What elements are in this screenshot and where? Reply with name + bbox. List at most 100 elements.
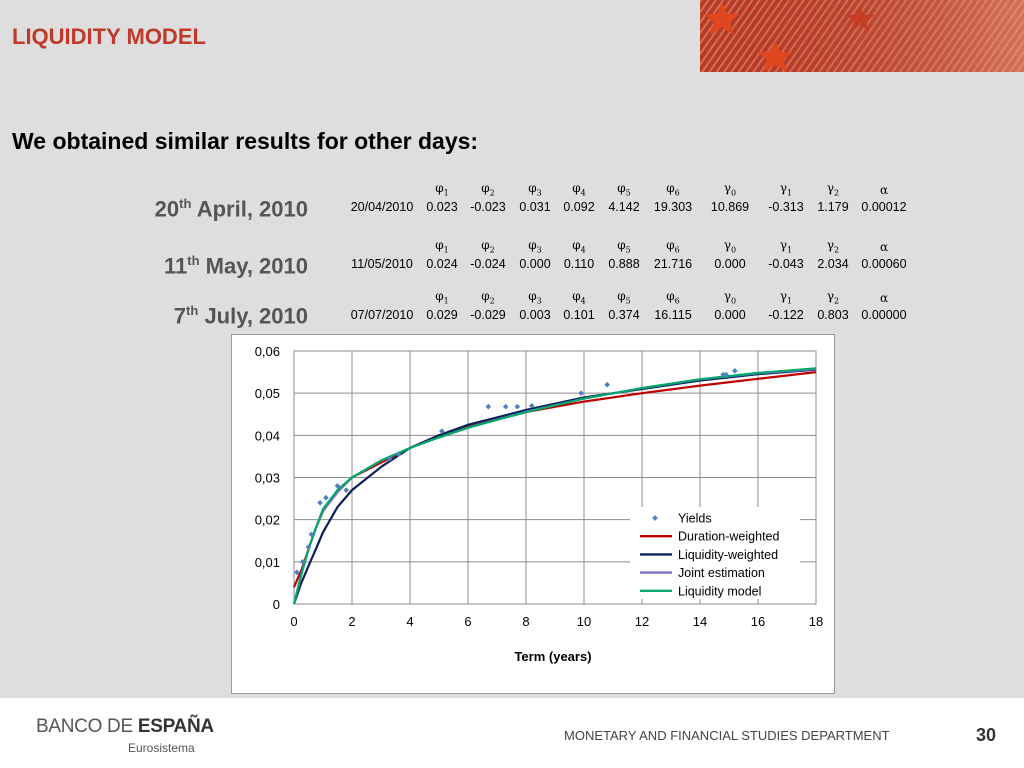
chart-svg: 0 2 4 6 8 10 12 14 16 18 0 0,01 0,02 0,03 0,04 0,05 0,06…	[255, 344, 824, 664]
parameter-symbol: α	[855, 238, 913, 255]
department-name: MONETARY AND FINANCIAL STUDIES DEPARTMEN…	[564, 728, 890, 743]
parameter-symbol: γ2	[811, 289, 855, 306]
parameter-symbol-glyph: φ	[617, 181, 626, 196]
parameter-subscript: 0	[731, 188, 737, 198]
parameter-symbol: φ2	[463, 238, 513, 255]
parameter-value-cell: -0.043	[768, 256, 804, 271]
parameter-subscript: 1	[443, 245, 449, 255]
y-tick-label: 0,05	[255, 386, 280, 401]
parameter-value-cell: 2.034	[817, 256, 849, 271]
date-label-april: 20th April, 2010	[154, 196, 308, 222]
parameter-symbol: φ5	[601, 289, 647, 306]
legend-label: Yields	[678, 512, 712, 526]
yield-point	[502, 403, 509, 410]
parameter-subscript: 1	[787, 245, 793, 255]
parameter-value-cell: 16.115	[654, 307, 692, 322]
yield-point	[386, 455, 393, 462]
header-blank-cell	[343, 181, 421, 198]
parameter-subscript: 6	[674, 296, 680, 306]
page-number: 30	[976, 725, 997, 745]
legend-marker-yields	[652, 515, 658, 521]
parameter-symbol-glyph: γ	[779, 289, 788, 304]
legend-label: Liquidity model	[678, 584, 761, 598]
parameter-symbol: φ1	[421, 238, 463, 255]
estimation-date-cell: 20/04/2010	[350, 199, 414, 214]
parameter-symbol: φ3	[513, 289, 557, 306]
date-label-may: 11th May, 2010	[164, 253, 308, 279]
banco-de-espana-logo: BANCO DE ESPAÑA	[36, 716, 214, 737]
parameter-subscript: 2	[834, 245, 840, 255]
y-tick-label: 0	[273, 597, 280, 612]
slide-background: LIQUIDITY MODEL We obtained similar resu…	[0, 0, 1024, 698]
parameter-subscript: 5	[625, 188, 631, 198]
parameter-symbol-glyph: α	[879, 239, 889, 254]
parameter-symbol-glyph: φ	[528, 238, 537, 253]
parameter-subscript: 1	[787, 296, 793, 306]
parameter-value-cell: 0.031	[519, 199, 551, 214]
yield-point	[323, 494, 329, 501]
parameter-symbol-glyph: φ	[481, 181, 490, 196]
yield-point	[604, 381, 611, 388]
parameter-symbol-glyph: γ	[723, 181, 732, 196]
parameter-symbol-glyph: φ	[617, 238, 626, 253]
parameter-symbol-glyph: φ	[666, 181, 675, 196]
estimation-date-cell: 11/05/2010	[351, 256, 413, 271]
parameter-subscript: 6	[674, 245, 680, 255]
x-tick-label: 6	[464, 614, 471, 629]
parameter-value-cell: -0.313	[768, 199, 804, 214]
parameter-symbol: φ6	[647, 238, 699, 255]
parameter-value-cell: 0.000	[714, 307, 746, 322]
parameter-subscript: 2	[489, 296, 495, 306]
parameter-value-cell: 19.303	[653, 199, 693, 214]
y-tick-label: 0,06	[255, 344, 280, 359]
flag-banner-image	[700, 0, 1024, 72]
parameter-value-cell: -0.024	[470, 256, 506, 271]
parameter-subscript: 2	[834, 296, 840, 306]
parameter-subscript: 6	[674, 188, 680, 198]
parameter-subscript: 3	[536, 245, 542, 255]
parameter-symbol-glyph: γ	[779, 181, 788, 196]
parameter-symbol-glyph: γ	[779, 238, 788, 253]
parameter-symbol: φ1	[421, 181, 463, 198]
parameter-symbol: γ2	[811, 238, 855, 255]
parameter-table-july: φ1 φ2 φ3 φ4 φ5 φ6 γ0 γ1 γ2 α 07/07/2010 0.029 -0.029…	[343, 289, 913, 323]
parameter-symbol: φ3	[513, 181, 557, 198]
x-tick-label: 10	[577, 614, 591, 629]
parameter-symbol: φ6	[647, 181, 699, 198]
legend-label: Duration-weighted	[678, 530, 779, 544]
yield-curve-chart: 0 2 4 6 8 10 12 14 16 18 0 0,01 0,02 0,03 0,04 0,05 0,06…	[231, 334, 835, 694]
parameter-subscript: 2	[489, 188, 495, 198]
parameter-value-cell: 0.110	[563, 256, 595, 271]
parameter-value-cell: 0.003	[519, 307, 551, 322]
parameter-symbol: φ2	[463, 181, 513, 198]
parameter-value-cell: -0.029	[470, 307, 506, 322]
x-axis-title: Term (years)	[514, 649, 591, 664]
parameter-symbol: φ2	[463, 289, 513, 306]
parameter-symbol: γ1	[761, 289, 811, 306]
parameter-symbol-glyph: α	[879, 182, 889, 197]
header-blank-cell	[343, 289, 421, 306]
parameter-symbol-glyph: α	[879, 290, 889, 305]
parameter-subscript: 4	[580, 188, 586, 198]
parameter-value-cell: 10.869	[710, 199, 750, 214]
parameter-table-april: φ1 φ2 φ3 φ4 φ5 φ6 γ0 γ1 γ2 α 20/04/2010 0.023 -0.023…	[343, 181, 913, 215]
parameter-value-cell: 0.803	[817, 307, 849, 322]
parameter-symbol-glyph: φ	[435, 238, 444, 253]
legend-box	[630, 507, 800, 599]
parameter-subscript: 0	[731, 296, 737, 306]
x-tick-label: 12	[635, 614, 649, 629]
parameter-value-cell: 4.142	[608, 199, 640, 214]
parameter-subscript: 5	[625, 245, 631, 255]
parameter-symbol-glyph: φ	[572, 238, 581, 253]
parameter-symbol: γ1	[761, 238, 811, 255]
slide-subtitle: We obtained similar results for other da…	[12, 128, 479, 154]
estimation-date-cell: 07/07/2010	[350, 307, 414, 322]
parameter-value-cell: 0.101	[563, 307, 595, 322]
parameter-symbol: α	[855, 181, 913, 198]
parameter-subscript: 3	[536, 188, 542, 198]
y-tick-label: 0,01	[255, 555, 280, 570]
parameter-header-row: φ1 φ2 φ3 φ4 φ5 φ6 γ0 γ1 γ2 α	[343, 181, 913, 198]
parameter-symbol: φ3	[513, 238, 557, 255]
parameter-symbol-glyph: φ	[528, 181, 537, 196]
yield-point	[731, 367, 738, 374]
